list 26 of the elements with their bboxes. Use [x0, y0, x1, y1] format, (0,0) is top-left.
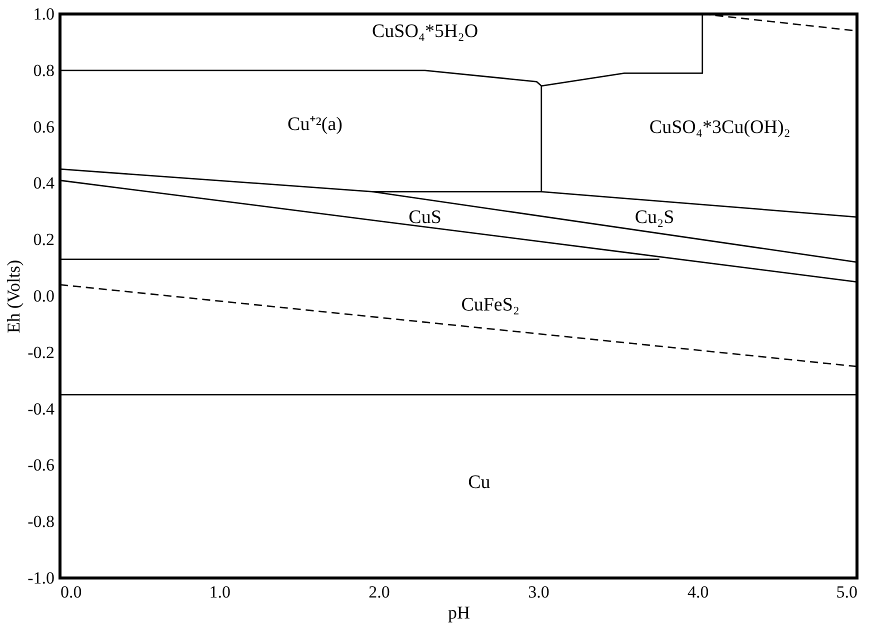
annotation: CuFeS₂ [461, 294, 520, 316]
y-tick-label: 0.0 [33, 286, 54, 306]
x-tick-label: 3.0 [528, 582, 550, 602]
annotation: Cu [468, 472, 491, 494]
annotation: CuS [408, 207, 442, 228]
x-tick-label: 4.0 [687, 582, 709, 602]
y-tick-label: -0.2 [28, 342, 54, 362]
x-axis-title: pH [448, 602, 470, 622]
y-tick-label: -1.0 [28, 568, 54, 588]
y-tick-label: -0.4 [28, 399, 55, 418]
annotation: CuSO₄*3Cu(OH)₂ [649, 116, 790, 138]
x-tick-label: 0.0 [60, 582, 82, 602]
y-tick-label: 0.8 [33, 60, 54, 80]
annotation: Cu⁺²(a) [288, 114, 343, 135]
x-tick-label: 1.0 [209, 582, 231, 602]
x-tick-label: 2.0 [368, 582, 390, 602]
y-axis-title: Eh (Volts) [4, 260, 24, 334]
y-tick-label: 0.4 [33, 174, 55, 193]
y-tick-label: 0.2 [33, 230, 54, 250]
annotation: CuSO₄*5H₂O [372, 20, 478, 42]
y-tick-label: 0.6 [33, 117, 54, 136]
y-tick-label: 1.0 [33, 4, 54, 24]
x-tick-label: 5.0 [836, 582, 858, 602]
annotation: Cu₂S [634, 207, 674, 228]
y-tick-label: -0.6 [28, 456, 54, 475]
y-tick-label: -0.8 [28, 512, 54, 532]
